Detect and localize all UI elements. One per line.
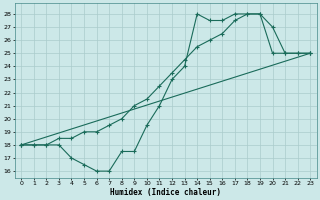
X-axis label: Humidex (Indice chaleur): Humidex (Indice chaleur): [110, 188, 221, 197]
